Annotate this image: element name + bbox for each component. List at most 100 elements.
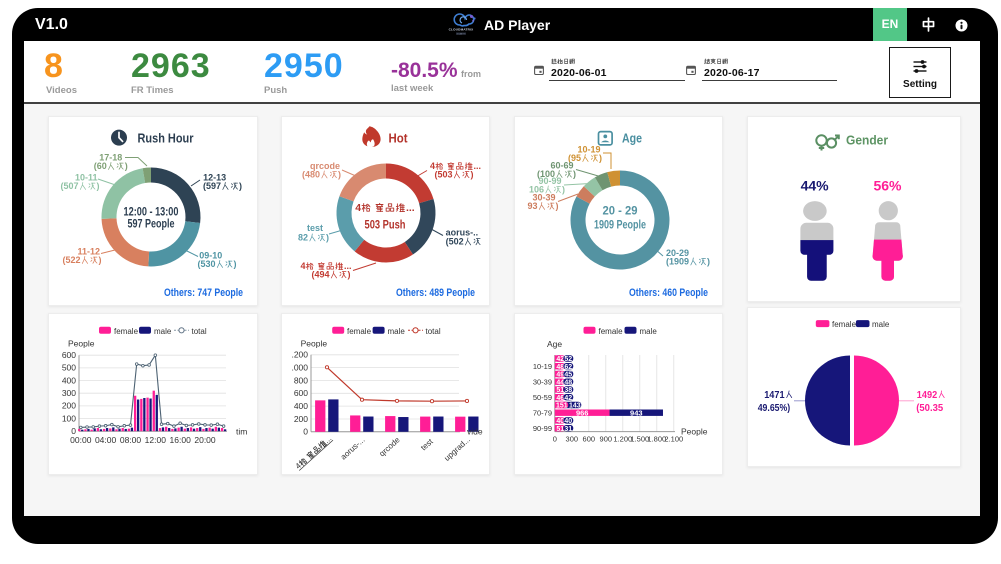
svg-text:12:00: 12:00 [145, 435, 167, 445]
svg-text:Gender: Gender [846, 133, 888, 148]
svg-text:): ) [348, 269, 351, 279]
svg-text:(: ( [537, 169, 540, 179]
svg-text:1.800: 1.800 [647, 435, 666, 444]
svg-text:People: People [681, 427, 708, 437]
svg-text:42: 42 [556, 356, 564, 363]
svg-text:4: 4 [294, 461, 304, 471]
svg-text:(50.35: (50.35 [916, 402, 943, 414]
svg-text:1.500: 1.500 [630, 435, 649, 444]
svg-text:597: 597 [206, 181, 221, 191]
svg-text:...: ... [406, 202, 415, 214]
svg-text:0: 0 [553, 435, 557, 444]
svg-text:90-99: 90-99 [533, 424, 552, 433]
svg-text:Others: 489 People: Others: 489 People [396, 287, 475, 299]
svg-text:Age: Age [622, 131, 642, 146]
svg-text:10-19: 10-19 [533, 362, 552, 371]
svg-text:44: 44 [556, 379, 564, 386]
svg-text:): ) [97, 181, 100, 191]
svg-text:300: 300 [62, 388, 76, 398]
svg-text:49: 49 [556, 372, 564, 379]
svg-text:50-59: 50-59 [533, 393, 552, 402]
svg-text:Others: 747 People: Others: 747 People [164, 287, 243, 299]
svg-text:400: 400 [62, 375, 76, 385]
svg-text:female: female [114, 327, 139, 336]
svg-text:600: 600 [294, 388, 308, 398]
svg-text:60-69: 60-69 [550, 161, 573, 171]
svg-text:38: 38 [564, 387, 572, 394]
svg-text:900: 900 [600, 435, 613, 444]
svg-text:20:00: 20:00 [194, 435, 216, 445]
svg-text:(: ( [435, 169, 438, 179]
svg-text:100: 100 [62, 413, 76, 423]
svg-text:male: male [640, 327, 658, 336]
svg-text:51: 51 [556, 387, 564, 394]
svg-text:): ) [99, 255, 102, 265]
svg-text:...: ... [474, 161, 482, 171]
svg-text:09-10: 09-10 [199, 251, 222, 261]
svg-text:qrcode: qrcode [310, 161, 340, 171]
svg-text:0: 0 [71, 426, 76, 436]
svg-text:20 - 29: 20 - 29 [603, 206, 638, 218]
svg-text:(: ( [666, 256, 669, 266]
svg-text:male: male [388, 327, 406, 336]
svg-text:48: 48 [556, 364, 564, 371]
svg-text:42: 42 [564, 395, 572, 402]
svg-text:.200: .200 [291, 350, 308, 360]
svg-text:aorus-...: aorus-... [339, 435, 367, 461]
svg-text:): ) [556, 201, 559, 211]
svg-text:CLOUDMATRIX: CLOUDMATRIX [449, 28, 475, 32]
svg-text:31: 31 [564, 426, 572, 433]
svg-text:(: ( [203, 181, 206, 191]
svg-text:0: 0 [303, 427, 308, 437]
svg-text:500: 500 [62, 363, 76, 373]
svg-text:48: 48 [564, 379, 572, 386]
svg-text:Others: 460 People: Others: 460 People [629, 287, 708, 299]
svg-text:106: 106 [529, 184, 544, 194]
svg-text:test: test [307, 223, 323, 233]
svg-text:Hot: Hot [389, 131, 409, 146]
svg-text:12-13: 12-13 [203, 173, 226, 183]
svg-text:.000: .000 [291, 362, 308, 372]
svg-text:total: total [192, 327, 207, 336]
svg-text:20-29: 20-29 [666, 248, 689, 258]
svg-text:30-39: 30-39 [533, 377, 552, 386]
svg-text:522: 522 [65, 255, 80, 265]
svg-text:503 Push: 503 Push [365, 220, 406, 232]
svg-text:507: 507 [63, 181, 78, 191]
svg-text:800: 800 [294, 375, 308, 385]
svg-text:966: 966 [576, 408, 589, 417]
svg-text:Age: Age [547, 339, 562, 349]
svg-text:300: 300 [566, 435, 579, 444]
svg-text:200: 200 [294, 414, 308, 424]
svg-text:44%: 44% [801, 178, 830, 194]
svg-text:16:00: 16:00 [170, 435, 192, 445]
svg-text:female: female [832, 320, 857, 329]
svg-text:503: 503 [438, 169, 453, 179]
svg-text:530: 530 [200, 259, 215, 269]
svg-text:600: 600 [583, 435, 596, 444]
svg-text:04:00: 04:00 [95, 435, 117, 445]
svg-text:test: test [419, 437, 435, 453]
svg-text:...: ... [344, 261, 352, 271]
svg-text:(: ( [61, 181, 64, 191]
svg-text:143: 143 [569, 403, 581, 410]
svg-text:(: ( [568, 153, 571, 163]
svg-text:12:00 - 13:00: 12:00 - 13:00 [124, 206, 179, 218]
svg-text:female: female [599, 327, 624, 336]
svg-text:(: ( [312, 269, 315, 279]
svg-text:(: ( [63, 255, 66, 265]
svg-text:90-99: 90-99 [538, 176, 561, 186]
svg-text:51: 51 [556, 426, 564, 433]
svg-text:female: female [347, 327, 372, 336]
svg-text:00:00: 00:00 [70, 435, 92, 445]
svg-text:1909 People: 1909 People [594, 220, 646, 232]
svg-text:): ) [338, 169, 341, 179]
svg-text:upgrad...: upgrad... [442, 435, 471, 463]
svg-text:82: 82 [298, 232, 308, 242]
svg-text:tim: tim [236, 427, 247, 437]
svg-text:vide: vide [467, 427, 483, 437]
svg-text:70-79: 70-79 [533, 408, 552, 417]
svg-text:2.100: 2.100 [664, 435, 683, 444]
svg-text:(: ( [198, 259, 201, 269]
svg-text:total: total [426, 327, 441, 336]
